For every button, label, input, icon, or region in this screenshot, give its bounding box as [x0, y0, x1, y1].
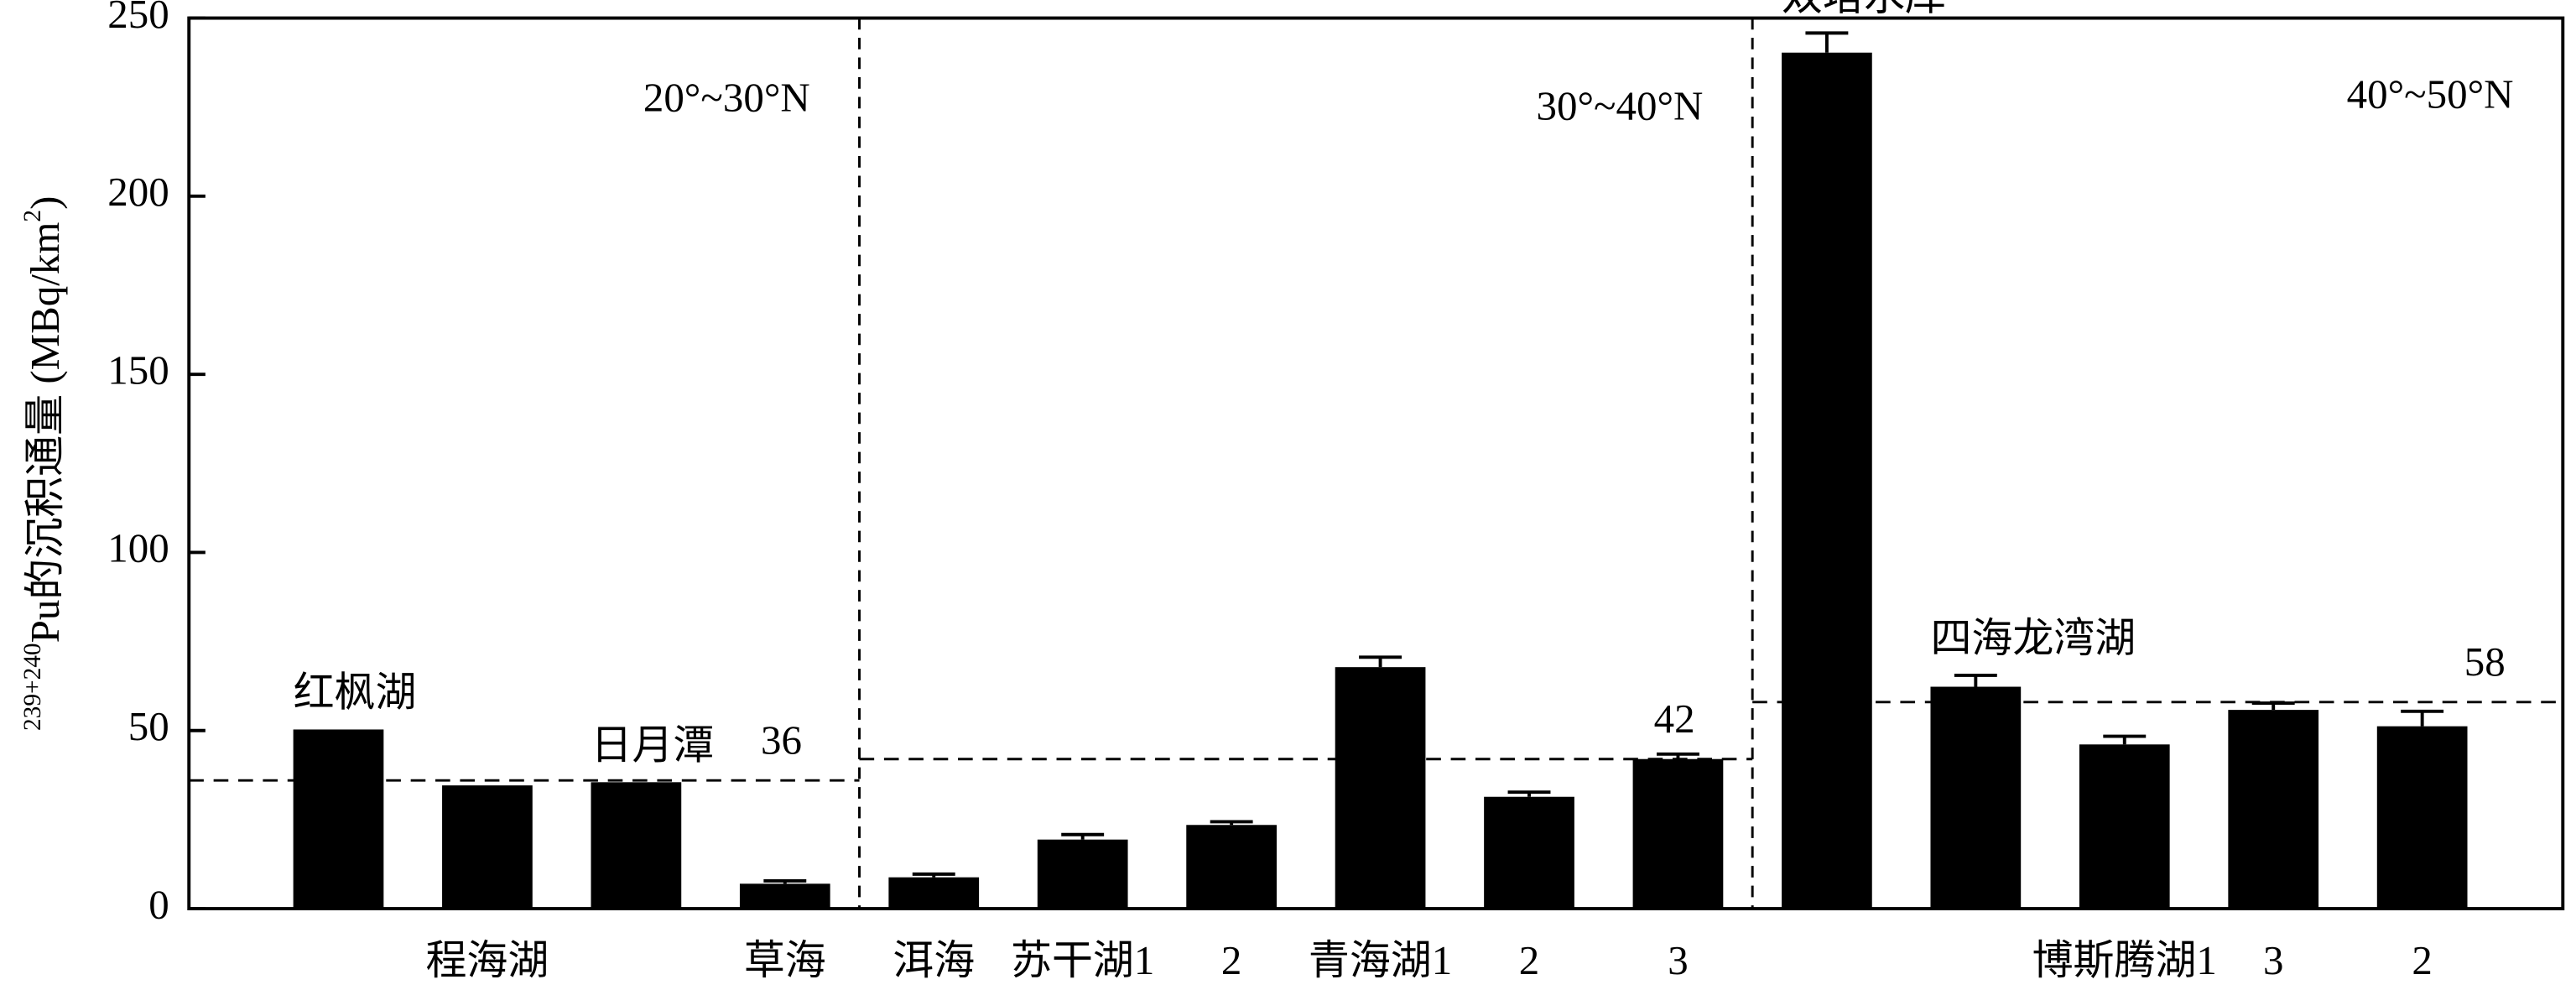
- x-tick-label: 2: [1519, 937, 1539, 983]
- x-tick-label: 草海: [744, 937, 826, 983]
- y-label-text: ): [22, 196, 68, 210]
- x-tick-label: 程海湖: [425, 937, 549, 983]
- x-tick-label: 3: [2263, 937, 2283, 983]
- bar: [1632, 758, 1724, 909]
- y-tick-label: 250: [107, 0, 169, 37]
- y-tick-label: 0: [148, 881, 169, 927]
- bar: [2228, 710, 2319, 909]
- bar-top-label: 日月潭: [591, 722, 715, 768]
- x-tick-label: 洱海: [892, 937, 975, 983]
- y-label-text: Pu的沉积通量 (MBq/km: [22, 222, 68, 644]
- y-tick-label: 50: [128, 703, 169, 749]
- y-label-superscript: 239+240: [19, 643, 46, 731]
- region-label: 30°~40°N: [1537, 82, 1704, 128]
- bar-top-label: 双塔水库: [1782, 0, 1946, 18]
- bar: [739, 883, 830, 909]
- y-axis-label: 239+240Pu的沉积通量 (MBq/km2): [19, 196, 68, 731]
- bar: [1930, 686, 2022, 909]
- region-label: 20°~30°N: [643, 75, 810, 121]
- bar: [442, 785, 533, 909]
- bar: [293, 729, 384, 909]
- bar: [1037, 839, 1128, 909]
- x-tick-label: 2: [2412, 937, 2432, 983]
- bar: [591, 782, 682, 909]
- region-mean-label: 36: [761, 716, 802, 763]
- bar: [2376, 726, 2468, 909]
- x-tick-label: 青海湖1: [1309, 937, 1452, 983]
- y-label-superscript: 2: [19, 210, 46, 222]
- x-tick-label: 3: [1668, 937, 1688, 983]
- y-tick-label: 200: [107, 169, 169, 215]
- bar: [1484, 796, 1574, 909]
- bar: [888, 877, 980, 909]
- region-mean-label: 58: [2464, 638, 2506, 685]
- bar-top-label: 四海龙湾湖: [1930, 615, 2136, 661]
- bar: [1782, 52, 1872, 909]
- bar: [2079, 744, 2170, 909]
- y-tick-label: 150: [107, 346, 169, 393]
- x-tick-label: 博斯腾湖1: [2032, 937, 2217, 983]
- region-label: 40°~50°N: [2347, 71, 2514, 117]
- region-mean-label: 42: [1654, 696, 1695, 742]
- y-tick-label: 100: [107, 525, 169, 571]
- x-tick-label: 2: [1221, 937, 1241, 983]
- bar-top-label: 红枫湖: [294, 670, 417, 716]
- x-tick-label: 苏干湖1: [1011, 937, 1154, 983]
- bar: [1335, 667, 1426, 909]
- bar: [1186, 825, 1277, 909]
